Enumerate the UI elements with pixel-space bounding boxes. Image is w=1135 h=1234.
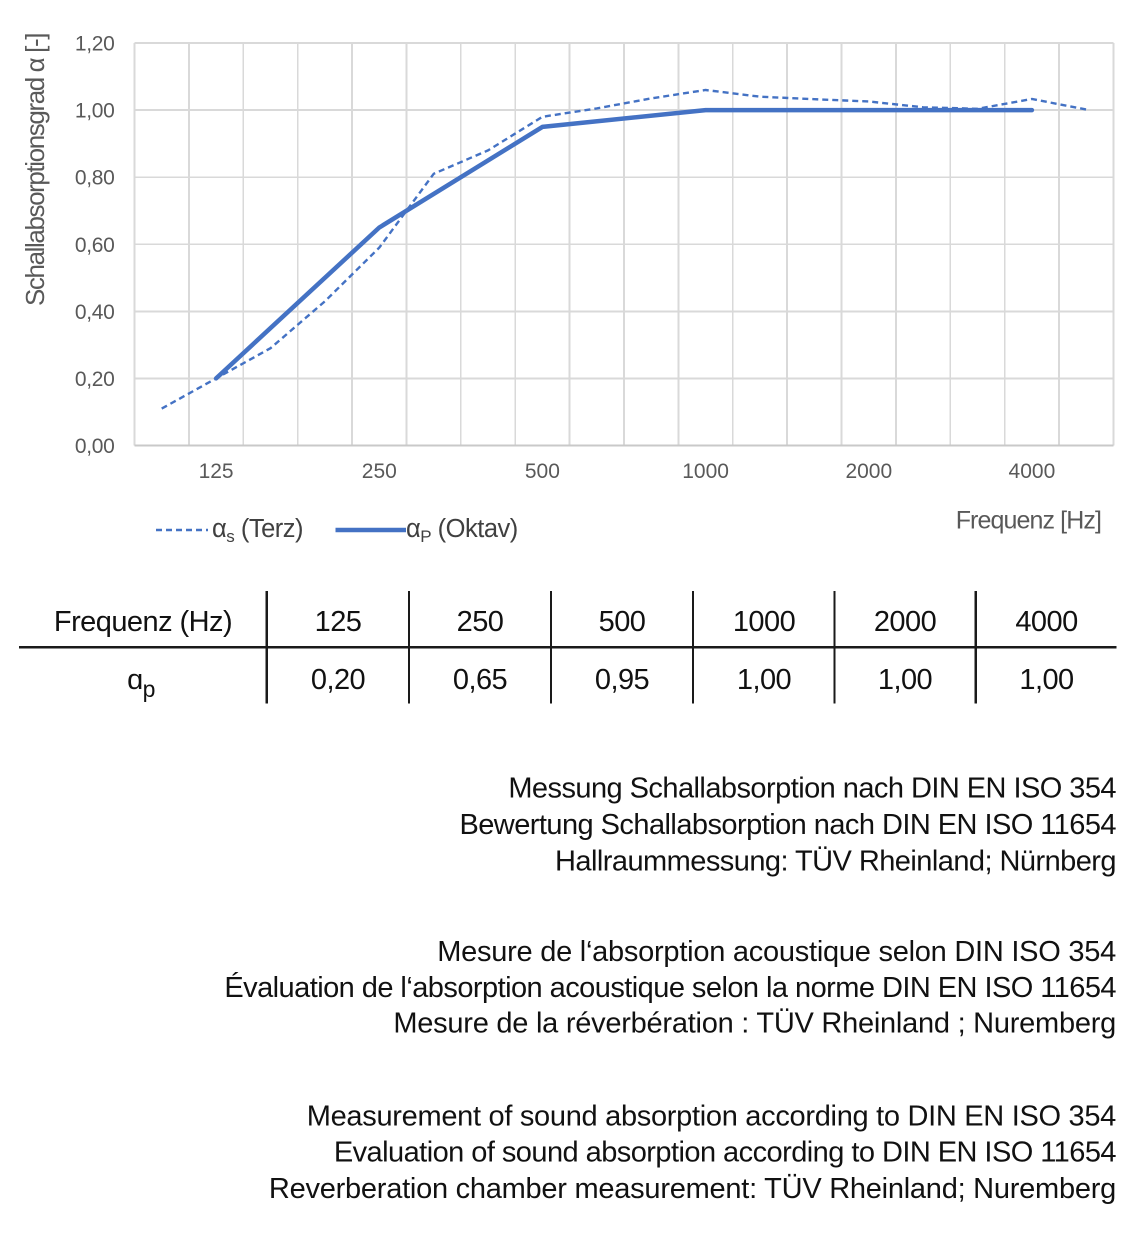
svg-text:125: 125 xyxy=(199,460,234,483)
svg-text:2000: 2000 xyxy=(874,606,936,638)
svg-text:Measurement of sound absorptio: Measurement of sound absorption accordin… xyxy=(307,1100,1116,1132)
svg-text:4000: 4000 xyxy=(1015,606,1077,638)
svg-text:250: 250 xyxy=(457,606,504,638)
svg-text:0,65: 0,65 xyxy=(453,664,507,696)
svg-text:Evaluation of sound absorption: Evaluation of sound absorption according… xyxy=(334,1137,1117,1169)
svg-text:ɑp: ɑp xyxy=(127,664,155,702)
svg-text:0,60: 0,60 xyxy=(75,234,115,257)
svg-text:0,80: 0,80 xyxy=(75,167,115,190)
svg-text:αP (Oktav): αP (Oktav) xyxy=(406,515,518,546)
svg-text:Reverberation chamber measurem: Reverberation chamber measurement: TÜV R… xyxy=(269,1173,1116,1205)
svg-text:1,00: 1,00 xyxy=(737,664,791,696)
svg-text:Frequenz [Hz]: Frequenz [Hz] xyxy=(956,507,1101,535)
svg-text:Bewertung Schallabsorption nac: Bewertung Schallabsorption nach DIN EN I… xyxy=(459,809,1116,841)
svg-text:αs (Terz): αs (Terz) xyxy=(212,515,303,546)
svg-text:1000: 1000 xyxy=(682,460,729,483)
svg-text:500: 500 xyxy=(599,606,646,638)
svg-text:Messung Schallabsorption nach: Messung Schallabsorption nach DIN EN ISO… xyxy=(508,773,1116,805)
svg-text:Frequenz (Hz): Frequenz (Hz) xyxy=(54,606,232,638)
svg-text:1,00: 1,00 xyxy=(75,100,115,123)
svg-text:0,00: 0,00 xyxy=(75,435,115,458)
svg-text:0,20: 0,20 xyxy=(311,664,365,696)
svg-text:2000: 2000 xyxy=(845,460,892,483)
svg-text:1,00: 1,00 xyxy=(878,664,932,696)
svg-text:250: 250 xyxy=(362,460,397,483)
svg-text:Schallabsorptionsgrad α [-]: Schallabsorptionsgrad α [-] xyxy=(20,34,50,306)
svg-text:Mesure de la réverbération : T: Mesure de la réverbération : TÜV Rheinla… xyxy=(393,1008,1116,1040)
svg-text:1,00: 1,00 xyxy=(1019,664,1073,696)
svg-text:500: 500 xyxy=(525,460,560,483)
svg-text:0,20: 0,20 xyxy=(75,368,115,391)
svg-text:4000: 4000 xyxy=(1009,460,1056,483)
svg-text:Évaluation de l‘absorption aco: Évaluation de l‘absorption acoustique se… xyxy=(224,971,1116,1004)
svg-text:0,40: 0,40 xyxy=(75,301,115,324)
svg-text:Mesure de l‘absorption acousti: Mesure de l‘absorption acoustique selon … xyxy=(437,936,1116,968)
svg-text:0,95: 0,95 xyxy=(595,664,649,696)
svg-text:125: 125 xyxy=(315,606,362,638)
svg-text:1000: 1000 xyxy=(733,606,795,638)
svg-text:1,20: 1,20 xyxy=(75,33,115,56)
svg-text:Hallraummessung: TÜV Rheinland: Hallraummessung: TÜV Rheinland; Nürnberg xyxy=(555,845,1116,877)
